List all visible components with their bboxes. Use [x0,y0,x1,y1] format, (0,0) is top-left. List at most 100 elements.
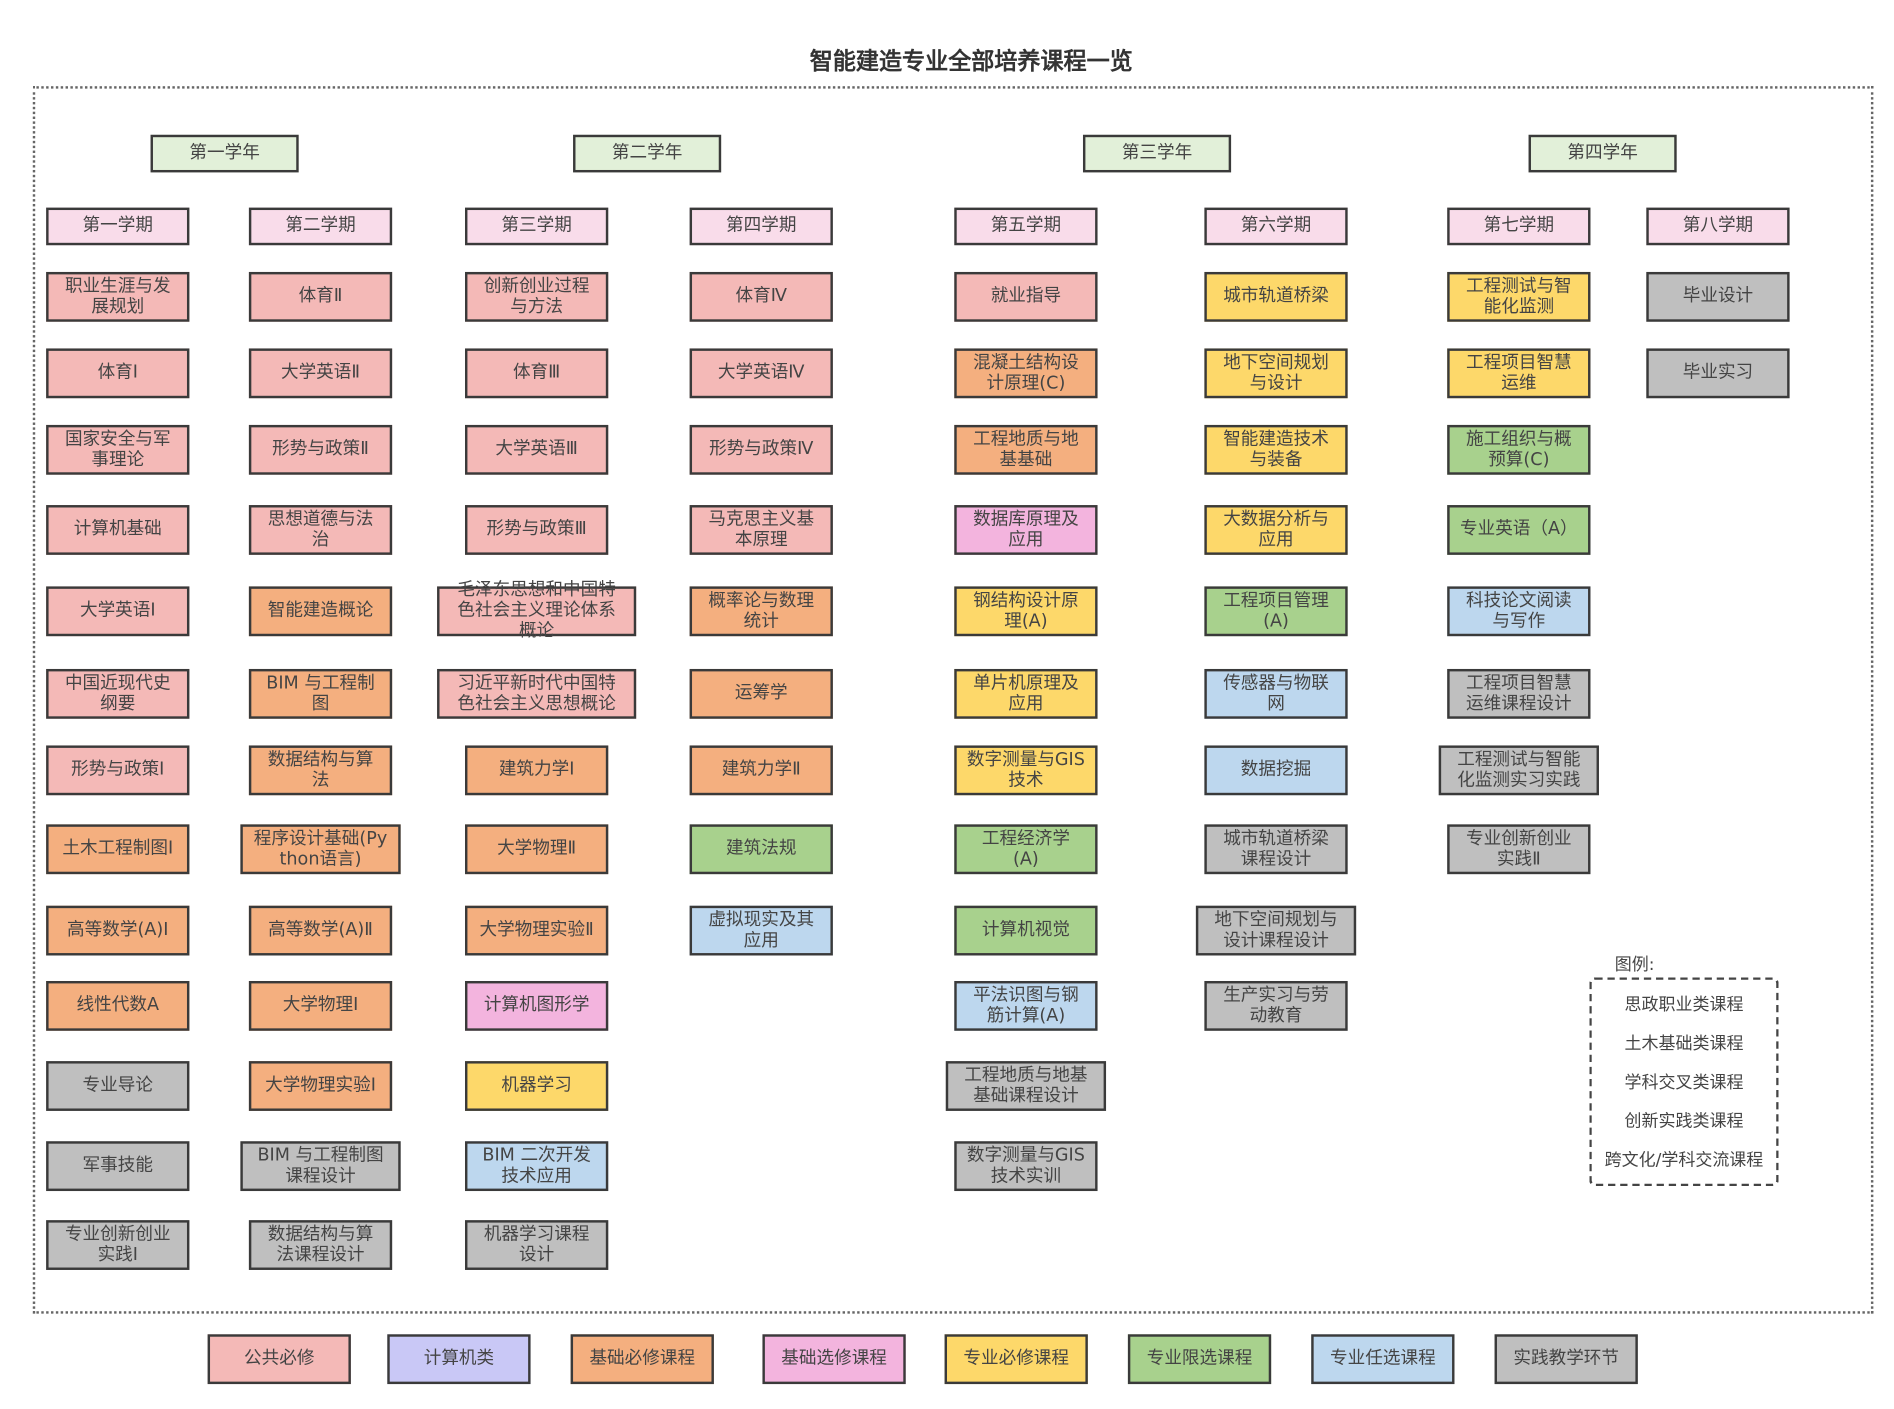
legend-box: 思政职业类课程 土木基础类课程 学科交叉类课程 创新实践类课程 跨文化/学科交流… [1589,977,1779,1187]
course-box: 大学英语Ⅱ [248,348,393,399]
course-box: 建筑法规 [689,824,833,875]
course-box: 机器学习 [465,1061,609,1111]
course-box: 虚拟现实及其应用 [689,905,833,956]
course-box: 建筑力学Ⅱ [689,745,833,796]
course-box: 概率论与数理统计 [689,586,833,637]
course-box: 形势与政策Ⅳ [689,424,833,475]
course-box: 创新创业过程与方法 [465,271,609,322]
course-box: 专业导论 [46,1061,190,1111]
diagram-frame [32,86,1874,1314]
course-box: 程序设计基础(Python语言) [240,824,401,875]
course-box: 运筹学 [689,668,833,719]
course-box: 体育Ⅰ [46,348,190,399]
course-box: 军事技能 [46,1141,190,1192]
semester-header: 第二学期 [248,207,393,246]
course-box: 大学物理Ⅰ [248,980,393,1031]
course-box: 线性代数A [46,980,190,1031]
course-box: 混凝土结构设计原理(C) [954,348,1098,399]
category-key-practice: 实践教学环节 [1494,1334,1638,1385]
course-box: 体育Ⅲ [465,348,609,399]
semester-header: 第三学期 [465,207,609,246]
course-box: 体育Ⅱ [248,271,393,322]
course-box: 大数据分析与应用 [1204,505,1348,555]
course-box: 体育Ⅳ [689,271,833,322]
semester-header: 第七学期 [1447,207,1591,246]
course-box: 计算机基础 [46,505,190,555]
legend-item: 跨文化/学科交流课程 [1604,1150,1764,1171]
page-title: 智能建造专业全部培养课程一览 [809,48,1133,76]
category-key-public: 公共必修 [207,1334,351,1385]
course-box: 大学物理实验Ⅱ [465,905,609,956]
category-key-major-optional: 专业任选课程 [1311,1334,1455,1385]
course-box: 中国近现代史纲要 [46,668,190,719]
course-box: 数字测量与GIS技术 [954,745,1098,796]
legend-label: 图例: [1614,955,1655,975]
course-box: 工程地质与地基基础 [954,424,1098,475]
course-box: 大学物理实验Ⅰ [248,1061,393,1111]
course-box: 形势与政策Ⅲ [465,505,609,555]
course-box: BIM 二次开发技术应用 [465,1141,609,1192]
course-box: 单片机原理及应用 [954,668,1098,719]
course-box: 工程地质与地基基础课程设计 [945,1061,1107,1111]
legend-item: 学科交叉类课程 [1624,1073,1744,1093]
category-key-major-limited: 专业限选课程 [1127,1334,1272,1385]
course-box: 数据结构与算法课程设计 [248,1220,393,1270]
course-box: BIM 与工程制图课程设计 [240,1141,401,1192]
course-box: 平法识图与钢筋计算(A) [954,980,1098,1031]
category-key-major: 专业必修课程 [944,1334,1088,1385]
course-box: 智能建造概论 [248,586,393,637]
year-header: 第三学年 [1082,134,1232,173]
course-box: 科技论文阅读与写作 [1447,586,1591,637]
course-box: 工程经济学 (A) [954,824,1098,875]
course-box: 城市轨道桥梁 [1204,271,1348,322]
year-header: 第二学年 [573,134,722,173]
course-box: 数据库原理及应用 [954,505,1098,555]
course-box: 工程项目管理(A) [1204,586,1348,637]
course-box: 数据挖掘 [1204,745,1348,796]
course-box: 就业指导 [954,271,1098,322]
course-box: 专业创新创业实践Ⅰ [46,1220,190,1270]
course-box: 计算机视觉 [954,905,1098,956]
course-box: 毛泽东思想和中国特色社会主义理论体系概论 [437,580,637,641]
semester-header: 第八学期 [1646,207,1790,246]
legend-item: 创新实践类课程 [1624,1112,1744,1132]
course-box: 工程项目智慧运维课程设计 [1447,668,1591,719]
course-box: 钢结构设计原理(A) [954,586,1098,637]
year-header: 第一学年 [150,134,299,173]
legend-item: 土木基础类课程 [1624,1034,1744,1054]
course-box: 工程测试与智能化监测实习实践 [1438,745,1599,796]
semester-header: 第一学期 [46,207,190,246]
course-box: 大学英语Ⅲ [465,424,609,475]
course-box: 大学物理Ⅱ [465,824,609,875]
semester-header: 第六学期 [1204,207,1348,246]
course-box: 毕业设计 [1646,271,1790,322]
course-box: 施工组织与概预算(C) [1447,424,1591,475]
year-header: 第四学年 [1528,134,1677,173]
semester-header: 第四学期 [689,207,833,246]
semester-header: 第五学期 [954,207,1098,246]
course-box: 生产实习与劳动教育 [1204,980,1348,1031]
course-box: 高等数学(A)Ⅰ [46,905,190,956]
course-box: 习近平新时代中国特色社会主义思想概论 [437,668,637,719]
course-box: 传感器与物联网 [1204,668,1348,719]
category-key-basic: 基础必修课程 [570,1334,714,1385]
course-box: 大学英语Ⅳ [689,348,833,399]
course-box: 马克思主义基本原理 [689,505,833,555]
course-box: 工程项目智慧运维 [1447,348,1591,399]
course-box: 专业创新创业实践Ⅱ [1447,824,1591,875]
course-box: 地下空间规划与设计课程设计 [1195,905,1357,956]
course-box: BIM 与工程制图 [248,668,393,719]
course-box: 建筑力学Ⅰ [465,745,609,796]
course-box: 形势与政策Ⅱ [248,424,393,475]
course-box: 数字测量与GIS技术实训 [954,1141,1098,1192]
course-box: 国家安全与军事理论 [46,424,190,475]
category-key-basic-elective: 基础选修课程 [762,1334,906,1385]
course-box: 高等数学(A)Ⅱ [248,905,393,956]
course-box: 地下空间规划与设计 [1204,348,1348,399]
course-box: 计算机图形学 [465,980,609,1031]
course-box: 职业生涯与发展规划 [46,271,190,322]
course-box: 毕业实习 [1646,348,1790,399]
course-box: 专业英语（A） [1447,505,1591,555]
course-box: 数据结构与算法 [248,745,393,796]
